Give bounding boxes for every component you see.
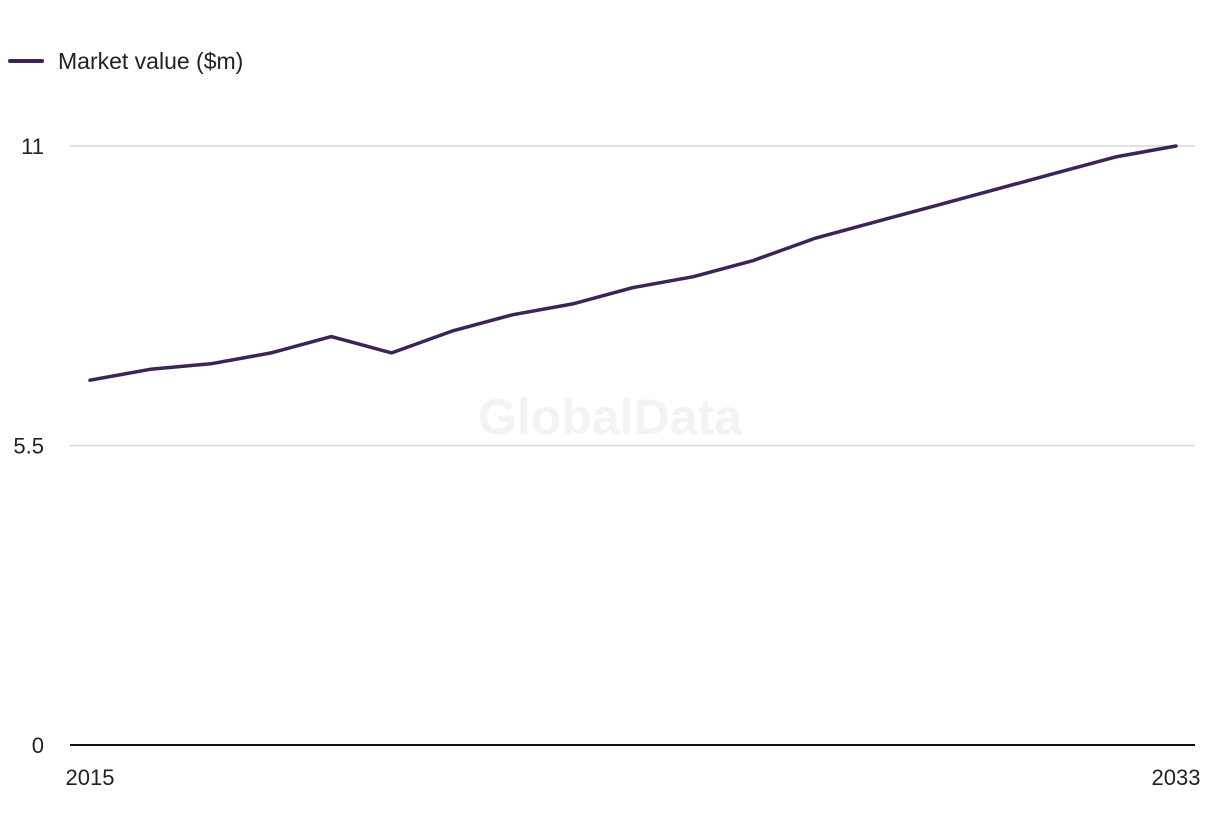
watermark-text: GlobalData — [478, 389, 743, 445]
x-tick-label: 2033 — [1152, 765, 1201, 790]
y-tick-label: 11 — [21, 134, 44, 159]
y-axis-ticks: 0 5.5 11 — [13, 134, 44, 758]
x-tick-label: 2015 — [66, 765, 115, 790]
y-tick-label: 0 — [32, 733, 44, 758]
series-line-market-value — [88, 144, 1178, 382]
legend: Market value ($m) — [8, 48, 243, 74]
gridlines — [70, 145, 1195, 447]
x-axis-ticks: 2015 2033 — [66, 765, 1201, 790]
legend-label-market-value: Market value ($m) — [58, 48, 243, 74]
y-tick-label: 5.5 — [13, 434, 44, 459]
